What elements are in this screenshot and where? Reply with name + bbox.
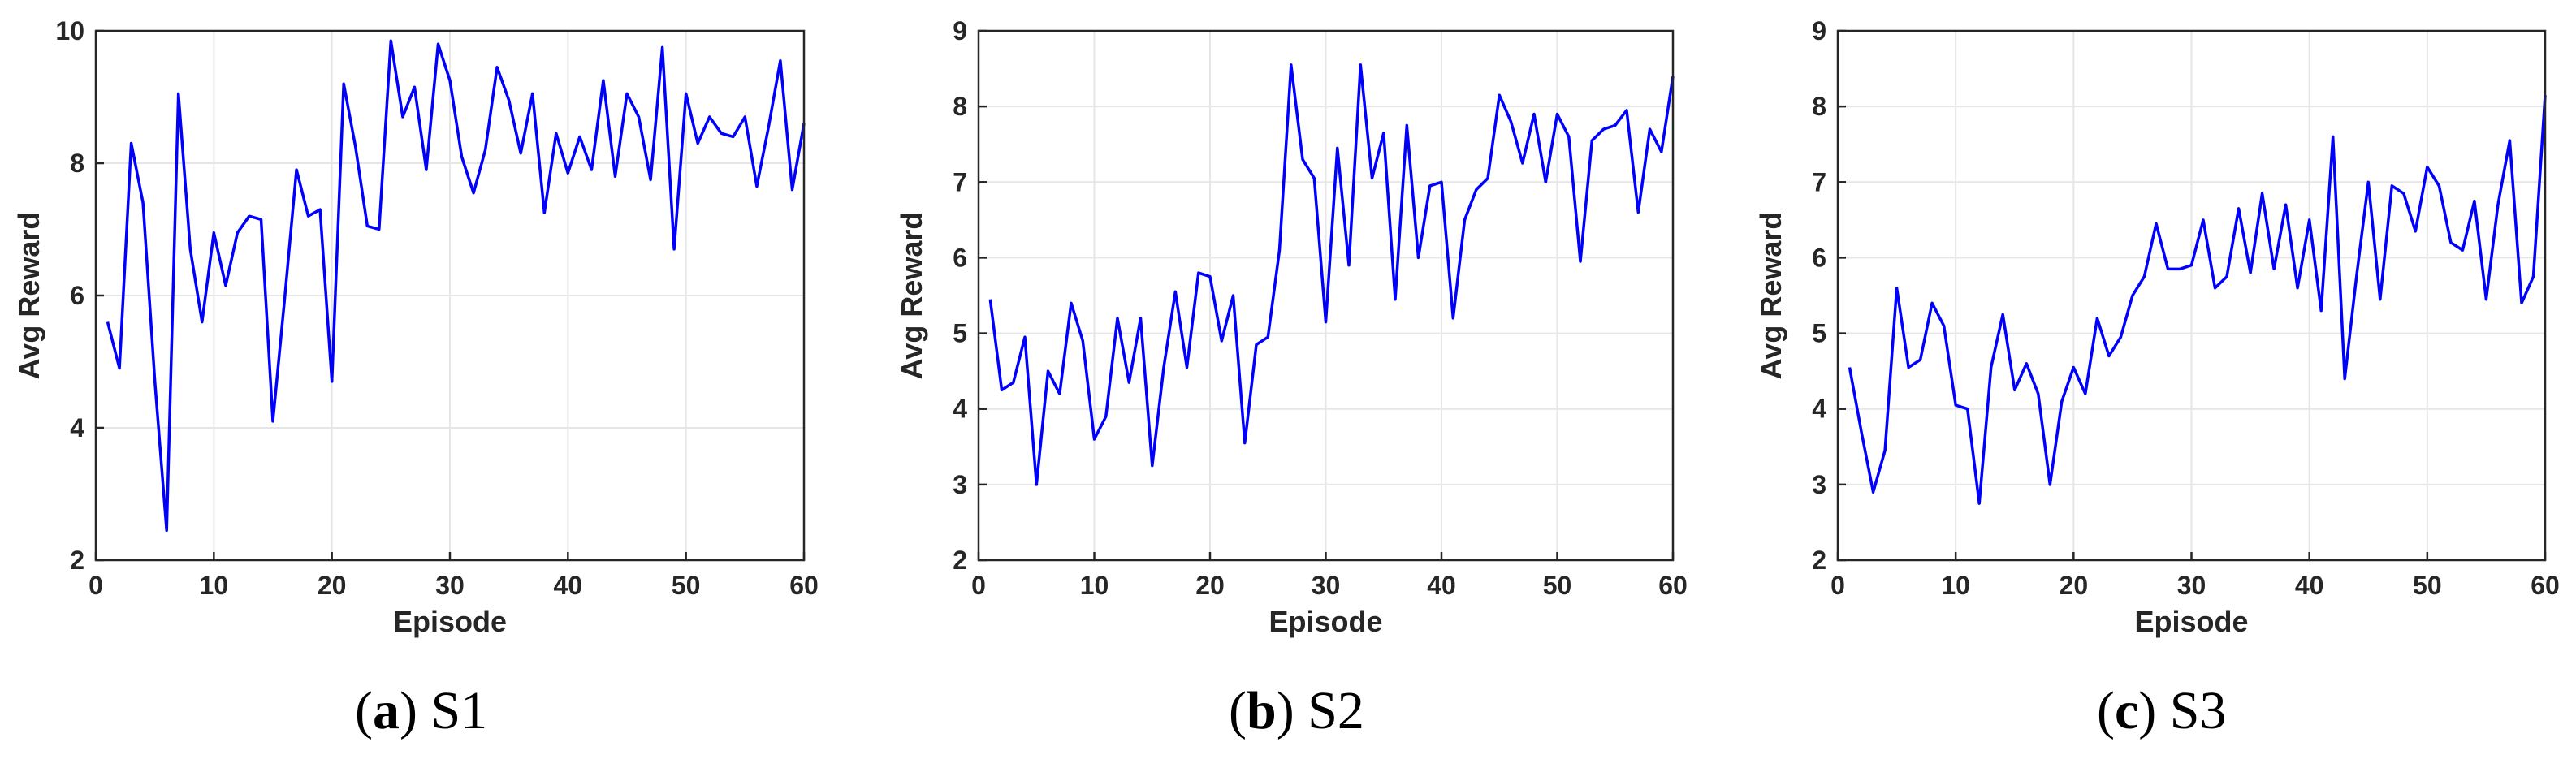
y-tick-label: 6 [1812,243,1826,272]
y-tick-label: 5 [953,319,967,348]
y-tick-label: 8 [70,149,84,178]
y-tick-label: 2 [1812,546,1826,575]
series-line [106,39,806,533]
caption-letter: c [2114,681,2139,740]
y-axis-label: Avg Reward [895,212,928,380]
caption-letter: a [372,681,400,740]
caption-name: S3 [2169,681,2227,740]
x-tick-label: 50 [2413,571,2442,600]
y-tick-label: 9 [1812,16,1826,45]
x-axis-label: Episode [2134,605,2248,638]
chart-panel-s1: 0 10 20 30 40 50 60 2 4 6 8 10 Episode Avg Reward [12,16,819,638]
x-tick-label: 20 [2060,571,2089,600]
x-tick-label: 60 [2531,571,2560,600]
chart-panel-s3: 0 10 20 30 40 50 60 2 3 4 5 6 7 8 9 Episode Avg Reward [1754,16,2560,638]
y-axis-label: Avg Reward [12,212,45,380]
y-tick-label: 4 [953,395,967,424]
y-tick-label: 7 [953,167,967,196]
y-axis-label: Avg Reward [1754,212,1787,380]
caption-letter: b [1246,681,1277,740]
y-tick-label: 5 [1812,319,1826,348]
x-tick-label: 10 [1941,571,1970,600]
y-tick-label: 7 [1812,167,1826,196]
x-tick-label: 30 [435,571,465,600]
x-tick-label: 10 [1080,571,1109,600]
x-tick-label: 40 [2295,571,2324,600]
x-tick-label: 20 [318,571,347,600]
y-tick-label: 3 [953,470,967,499]
y-tick-label: 9 [953,16,967,45]
x-tick-label: 10 [200,571,229,600]
caption-b: (b) S2 [1229,681,1364,740]
y-tick-label: 2 [70,546,84,575]
y-tick-label: 4 [1812,395,1826,424]
x-tick-label: 40 [554,571,583,600]
x-tick-label: 50 [672,571,701,600]
x-tick-label: 0 [89,571,103,600]
caption-name: S1 [430,681,488,740]
series-line [1848,95,2547,505]
x-tick-label: 60 [789,571,819,600]
x-axis-label: Episode [393,605,507,638]
x-tick-label: 20 [1195,571,1225,600]
x-tick-label: 60 [1658,571,1688,600]
x-tick-label: 30 [2177,571,2206,600]
y-tick-label: 8 [1812,92,1826,121]
series-line [988,63,1675,486]
x-axis-label: Episode [1269,605,1382,638]
y-tick-label: 4 [70,413,84,442]
y-tick-label: 8 [953,92,967,121]
y-tick-label: 6 [953,243,967,272]
y-tick-label: 2 [953,546,967,575]
caption-name: S2 [1307,681,1364,740]
x-tick-label: 30 [1312,571,1341,600]
y-tick-label: 3 [1812,470,1826,499]
chart-panel-s2: 0 10 20 30 40 50 60 2 3 4 5 6 7 8 9 Episode Avg Reward [895,16,1688,638]
x-tick-label: 50 [1543,571,1572,600]
x-tick-label: 40 [1427,571,1456,600]
caption-a: (a) S1 [355,681,488,740]
caption-c: (c) S3 [2097,681,2227,740]
y-tick-label: 10 [55,16,84,45]
x-tick-label: 0 [1830,571,1845,600]
x-tick-label: 0 [971,571,986,600]
y-tick-label: 6 [70,281,84,310]
